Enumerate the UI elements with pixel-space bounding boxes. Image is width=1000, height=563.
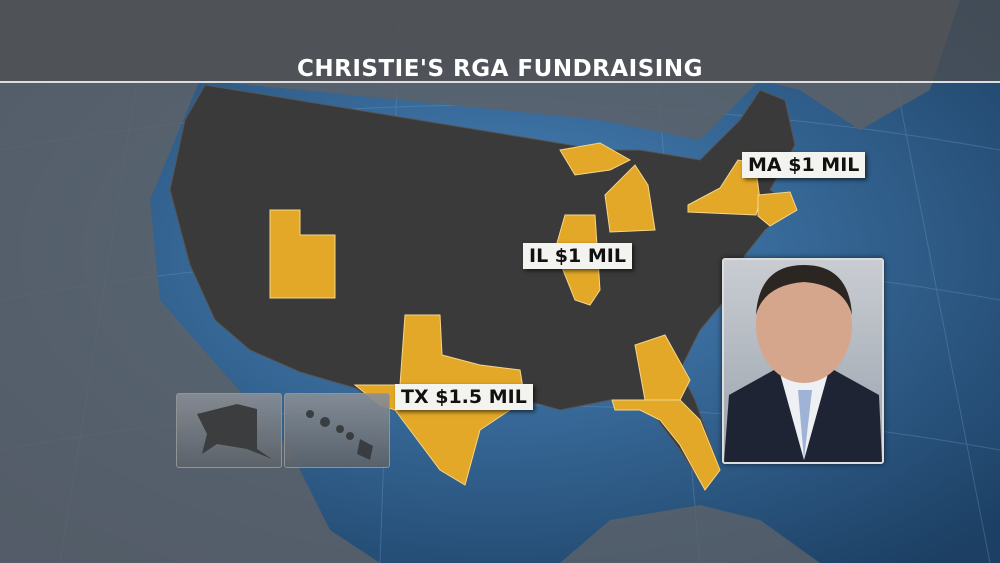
state-georgia bbox=[634, 334, 691, 401]
callout-tx: TX $1.5 MIL bbox=[395, 384, 533, 410]
state-michigan bbox=[559, 142, 656, 233]
portrait-photo bbox=[722, 258, 884, 464]
state-new-england bbox=[757, 191, 798, 227]
state-florida bbox=[611, 399, 721, 491]
alaska-inset bbox=[176, 393, 282, 468]
caribbean-land bbox=[560, 505, 820, 563]
state-utah bbox=[269, 209, 336, 299]
title-band bbox=[0, 0, 1000, 82]
hawaii-shape bbox=[306, 410, 373, 460]
hawaii-inset bbox=[284, 393, 390, 468]
alaska-shape bbox=[197, 404, 272, 459]
callout-il: IL $1 MIL bbox=[523, 243, 632, 269]
portrait-figure bbox=[724, 265, 882, 462]
callout-ma: MA $1 MIL bbox=[742, 152, 866, 178]
graphic-title: CHRISTIE'S RGA FUNDRAISING bbox=[297, 56, 703, 82]
